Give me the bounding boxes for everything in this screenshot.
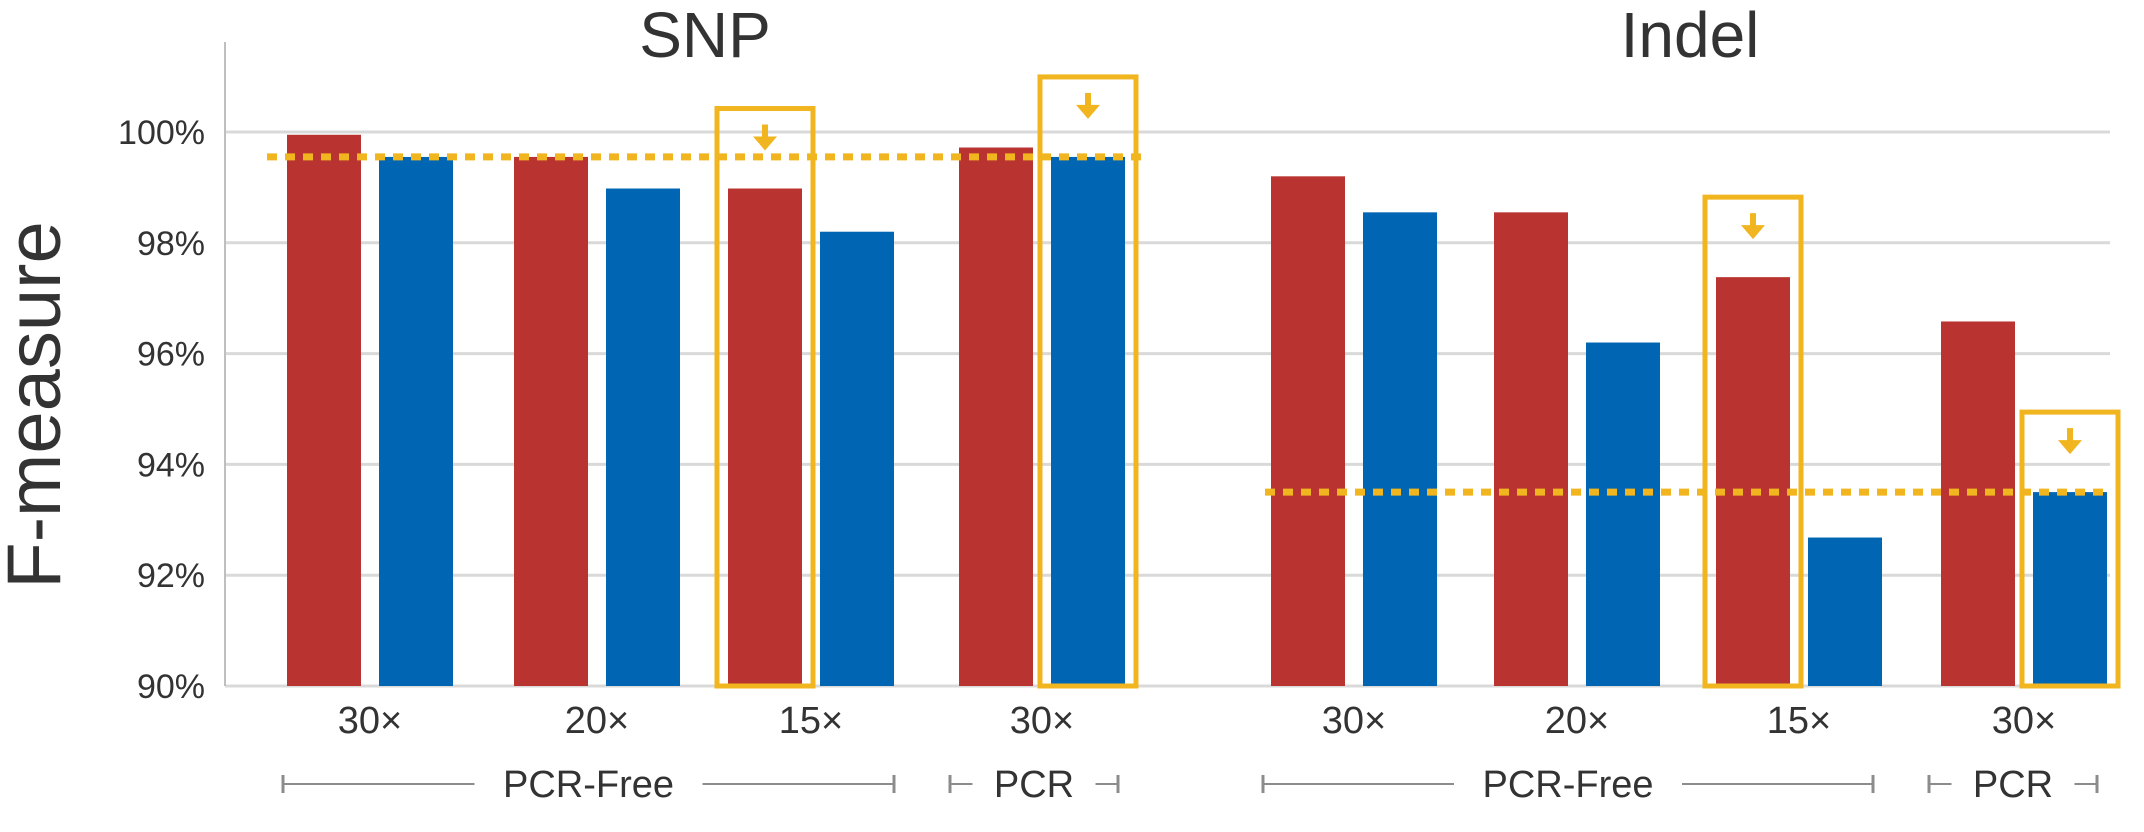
bar-series-b [1586,342,1660,686]
down-arrow-head-icon [753,136,777,151]
bar-series-a [514,156,588,686]
bar-series-b [606,188,680,686]
chart-panels: SNP 30× 20× 15× 30× PCR-Free PCR Indel 30× 20× 15×… [267,0,2121,806]
group-label: PCR [1973,764,2053,806]
highlight-box [1037,74,1139,689]
bar-series-a [728,188,802,686]
x-category-label: 15× [779,700,843,742]
group-label: PCR-Free [503,764,674,806]
x-category-label: 30× [1992,700,2056,742]
y-tick-label: 92% [137,557,205,595]
group-bracket: PCR [1927,764,2099,806]
bar-series-a [287,134,361,686]
x-category-label: 20× [565,700,629,742]
x-category-label: 20× [1545,700,1609,742]
x-category-label: 15× [1767,700,1831,742]
group-bracket: PCR-Free [281,764,896,806]
y-tick-label: 98% [137,225,205,263]
bar-series-b [1363,212,1437,686]
bar-series-b [820,231,894,686]
highlight-box [2019,409,2121,689]
group-bracket: PCR-Free [1261,764,1875,806]
x-category-label: 30× [338,700,402,742]
down-arrow-head-icon [1076,104,1100,119]
group-label: PCR [994,764,1074,806]
x-category-label: 30× [1010,700,1074,742]
panel-title: SNP [639,0,771,71]
bar-series-a [1716,277,1790,686]
down-arrow-head-icon [1741,225,1765,240]
y-tick-label: 96% [137,336,205,374]
y-axis-label: F-measure [0,221,77,588]
y-tick-label: 100% [118,114,205,152]
y-tick-labels: 90% 92% 94% 96% 98% 100% [118,114,205,706]
panel-indel: Indel 30× 20× 15× 30× PCR-Free PCR [1261,0,2121,806]
bar-series-a [1494,212,1568,686]
x-category-label: 30× [1322,700,1386,742]
bar-series-a [1271,176,1345,686]
group-bracket: PCR [948,764,1120,806]
bar-series-b [2033,492,2107,686]
bar-series-a [959,147,1033,687]
bar-series-a [1941,321,2015,686]
bar-series-b [1808,537,1882,686]
y-tick-label: 90% [137,668,205,706]
bar-series-b [379,156,453,686]
highlight-box [1702,194,1804,689]
group-label: PCR-Free [1482,764,1653,806]
panel-title: Indel [1621,0,1760,71]
down-arrow-head-icon [2058,440,2082,455]
panel-snp: SNP 30× 20× 15× 30× PCR-Free PCR [267,0,1142,806]
highlight-box [714,106,816,689]
bar-series-b [1051,156,1125,686]
y-tick-label: 94% [137,446,205,484]
